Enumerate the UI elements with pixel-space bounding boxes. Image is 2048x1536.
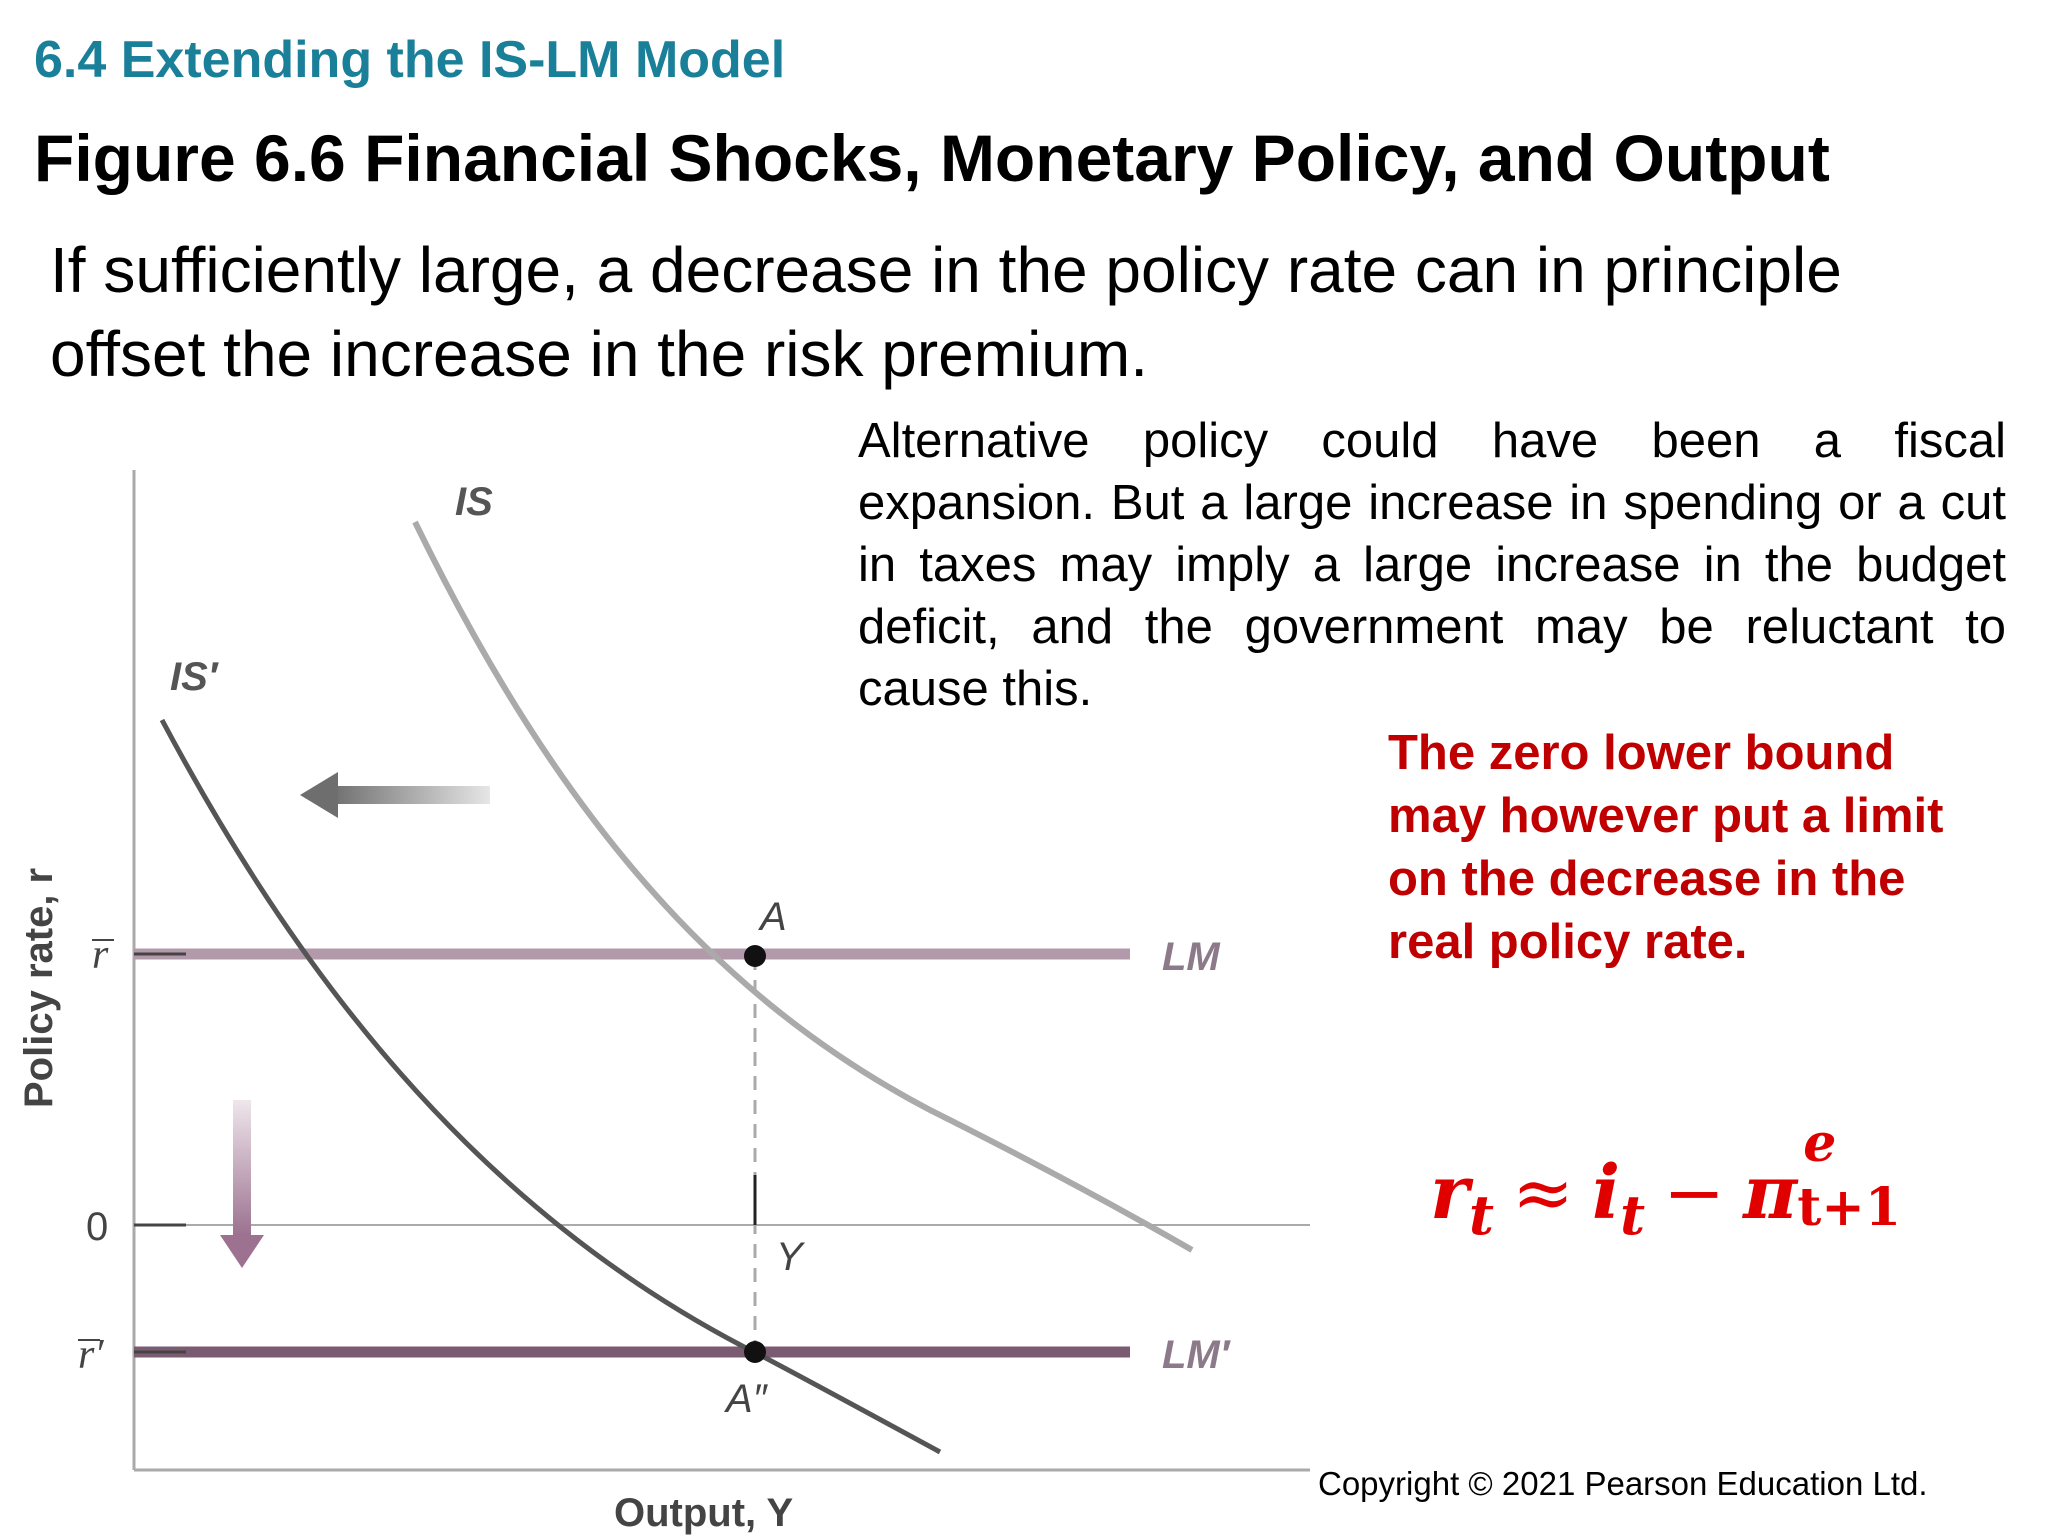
is-label: IS <box>455 480 493 524</box>
left-arrow-shaft <box>330 786 490 804</box>
down-arrow-head <box>220 1235 264 1268</box>
point-a <box>744 945 766 967</box>
figure-title: Figure 6.6 Financial Shocks, Monetary Po… <box>34 121 1830 195</box>
lead-text: If sufficiently large, a decrease in the… <box>50 234 1842 390</box>
eq-i-sub: t <box>1620 1182 1646 1247</box>
real-rate-equation: rt ≈ it − π e t+1 <box>1430 1113 1901 1247</box>
eq-pi-sup: e <box>1803 1113 1837 1174</box>
eq-r-sub: t <box>1469 1182 1494 1247</box>
eq-pi-sub: t+1 <box>1797 1177 1902 1238</box>
y-output-label: Y <box>776 1235 806 1279</box>
eq-i: i <box>1591 1150 1621 1236</box>
r-bar-tick-label: r <box>92 932 109 978</box>
section-title: 6.4 Extending the IS-LM Model <box>34 31 786 89</box>
side-note: Alternative policy could have been a fis… <box>858 414 2006 716</box>
point-a-double-prime <box>744 1341 766 1363</box>
zero-tick-label: 0 <box>86 1205 108 1249</box>
eq-approx: ≈ <box>1511 1150 1574 1236</box>
lm-prime-label: LM′ <box>1162 1333 1232 1377</box>
is-prime-curve <box>159 718 942 1455</box>
y-axis-label: Policy rate, r <box>17 868 61 1108</box>
x-axis-label: Output, Y <box>614 1491 794 1535</box>
point-a-double-prime-label: A″ <box>724 1377 769 1421</box>
copyright: Copyright © 2021 Pearson Education Ltd. <box>1318 1465 1928 1502</box>
point-a-label: A <box>758 895 787 939</box>
lm-label: LM <box>1162 935 1221 979</box>
r-bar-prime-tick-label: r′ <box>78 1332 104 1378</box>
left-arrow-head <box>300 772 338 818</box>
eq-r: r <box>1430 1150 1469 1236</box>
is-prime-label: IS′ <box>170 655 220 699</box>
eq-minus: − <box>1663 1150 1726 1236</box>
eq-pi: π <box>1743 1150 1798 1236</box>
red-note: The zero lower bound may however put a l… <box>1388 726 1944 969</box>
down-arrow-shaft <box>233 1100 251 1235</box>
